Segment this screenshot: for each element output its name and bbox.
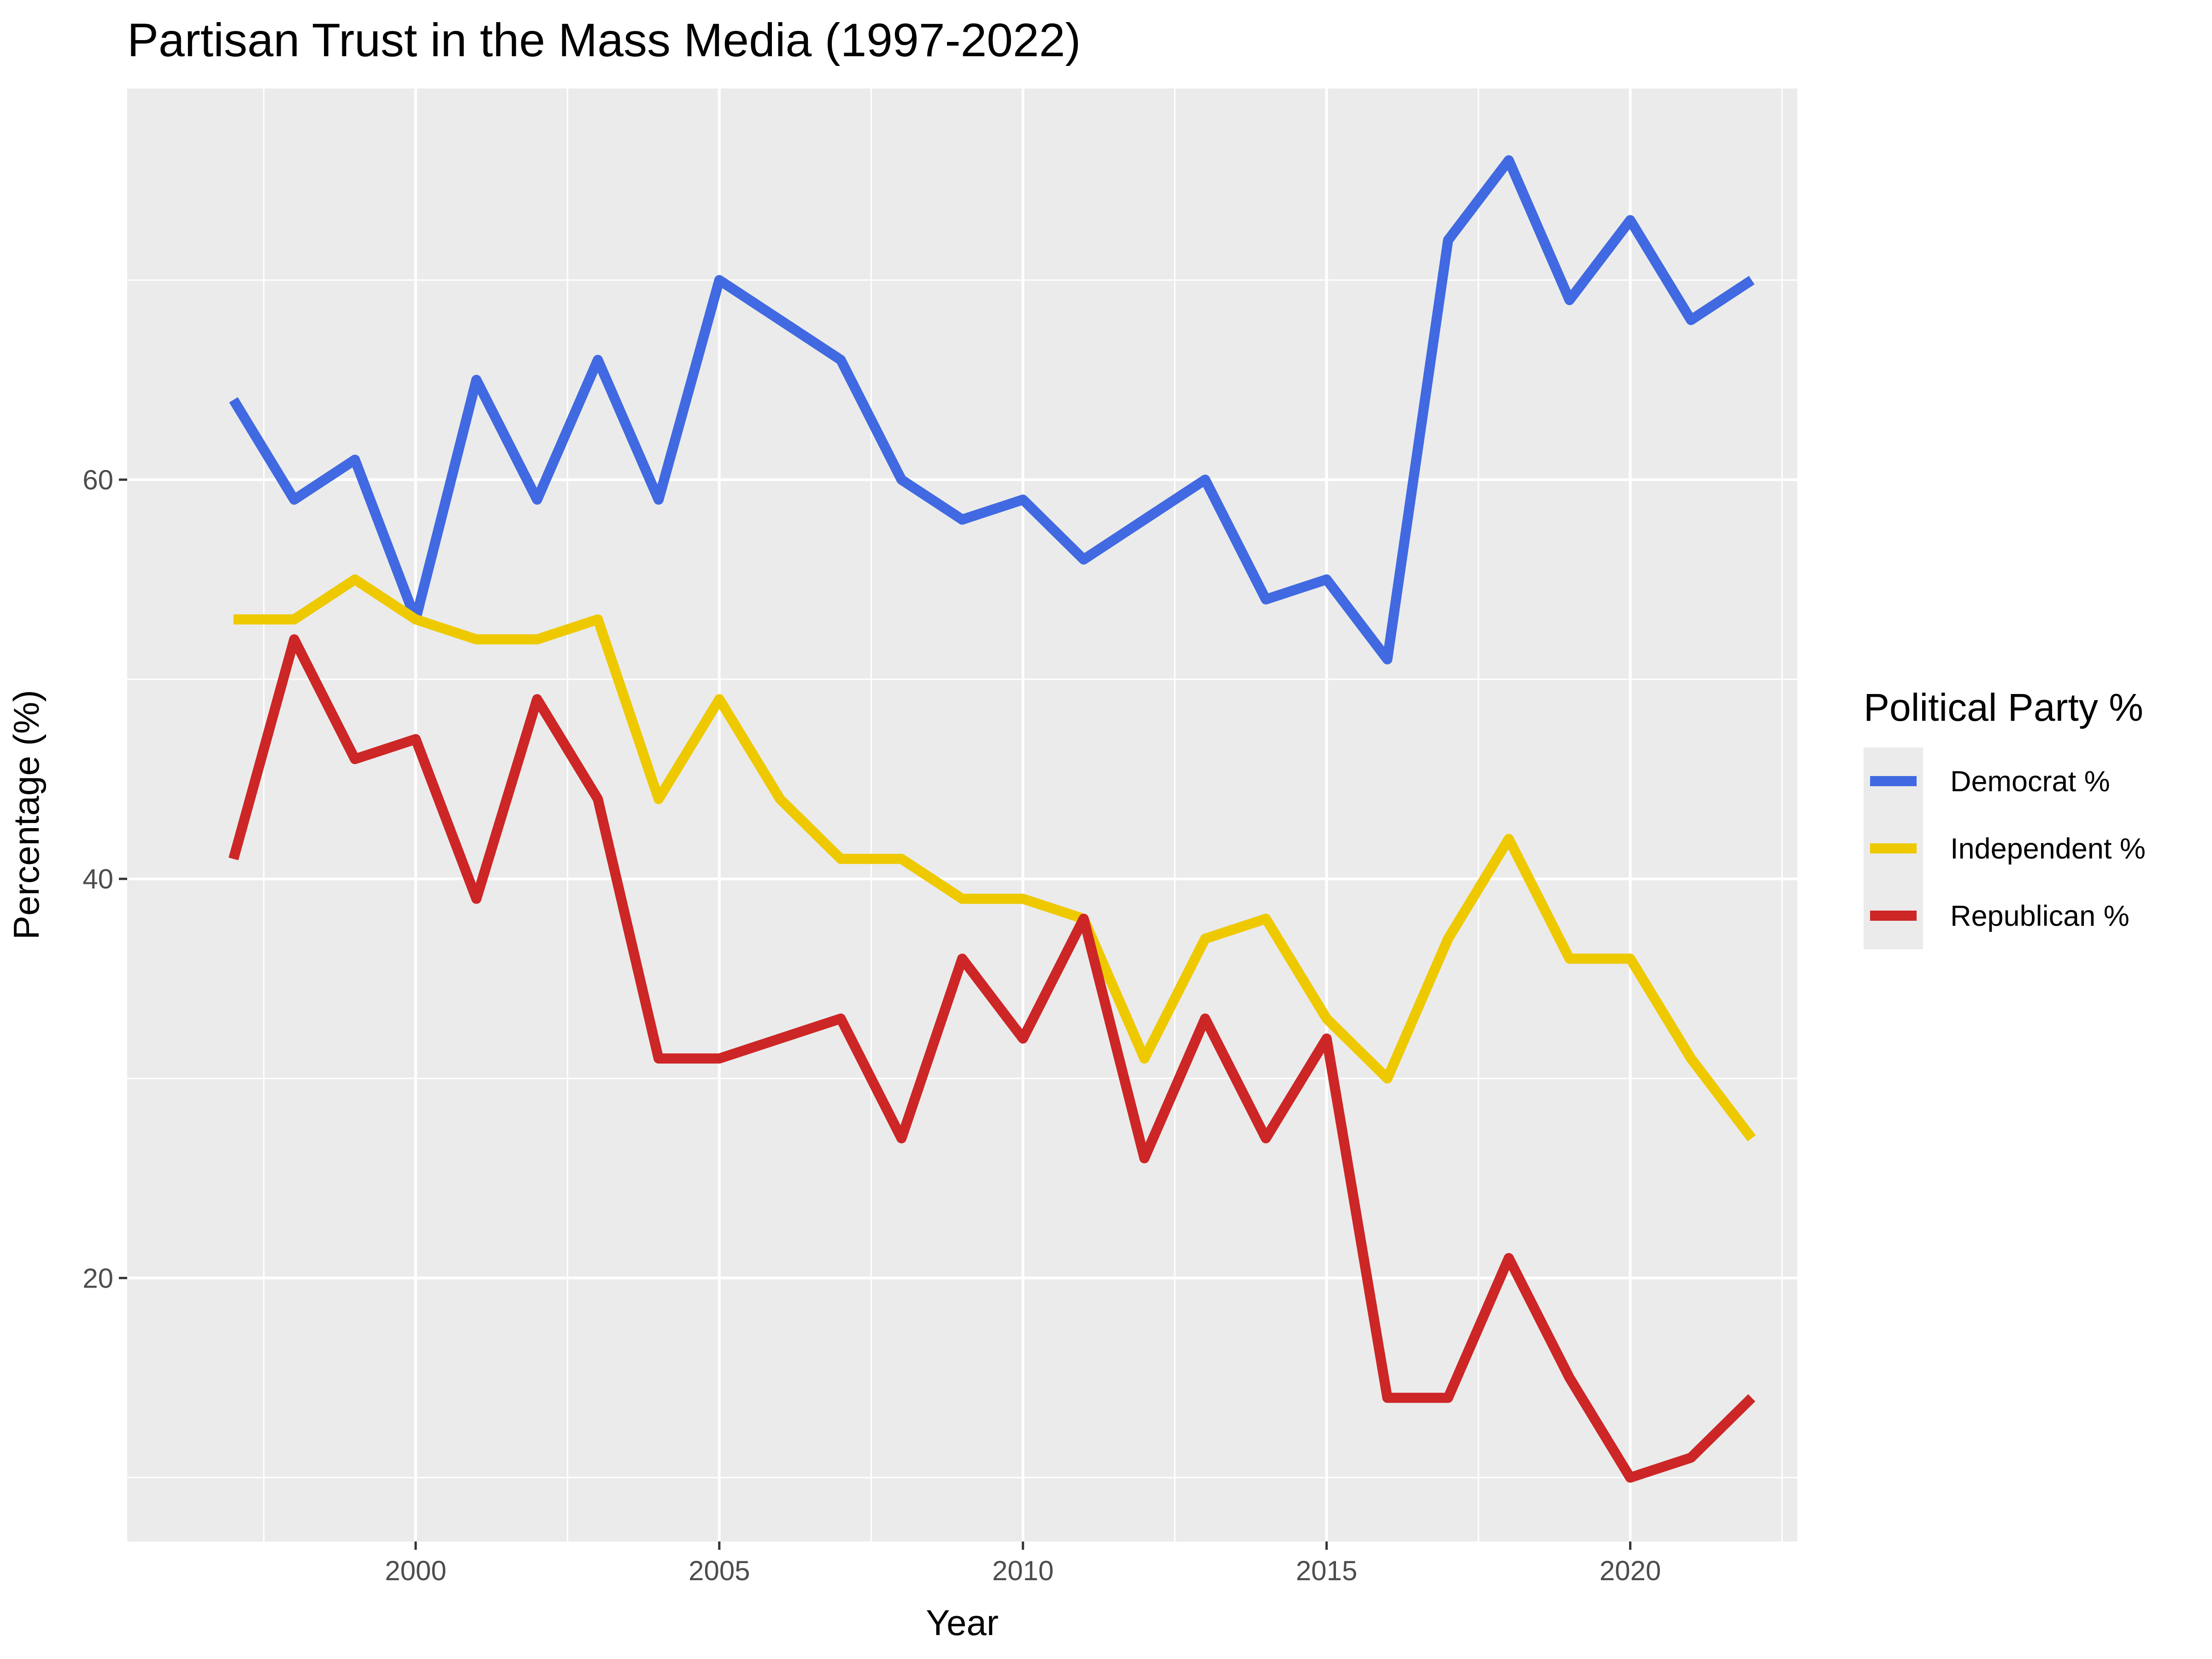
x-tick-label: 2000	[385, 1555, 446, 1586]
legend-items: Democrat % Independent % Republican %	[1870, 765, 2146, 932]
x-axis: 2000 2005 2010 2015 2020	[385, 1541, 1661, 1586]
plot-panel	[127, 88, 1797, 1541]
legend-title: Political Party %	[1864, 686, 2143, 729]
legend-label-republican: Republican %	[1950, 900, 2130, 932]
y-tick-label: 40	[82, 864, 113, 894]
y-tick-label: 60	[82, 465, 113, 495]
series-lines	[228, 155, 1756, 1483]
chart-title: Partisan Trust in the Mass Media (1997-2…	[127, 14, 1081, 66]
minor-gridlines	[127, 88, 1797, 1541]
x-tick-label: 2005	[688, 1555, 750, 1586]
y-tick-label: 20	[82, 1263, 113, 1294]
series-line-republican	[228, 634, 1755, 1483]
x-axis-title: Year	[926, 1602, 999, 1643]
major-gridlines	[127, 88, 1797, 1541]
x-tick-label: 2010	[992, 1555, 1053, 1586]
legend-label-independent: Independent %	[1950, 833, 2146, 865]
legend-label-democrat: Democrat %	[1950, 765, 2110, 798]
y-axis-title: Percentage (%)	[6, 690, 47, 940]
x-tick-label: 2020	[1600, 1555, 1661, 1586]
x-tick-label: 2015	[1296, 1555, 1357, 1586]
series-line-democrat	[229, 155, 1755, 665]
y-axis: 20 40 60	[82, 465, 127, 1294]
legend: Political Party % Democrat % Independent …	[1864, 686, 2146, 949]
series-line-independent	[233, 574, 1756, 1141]
